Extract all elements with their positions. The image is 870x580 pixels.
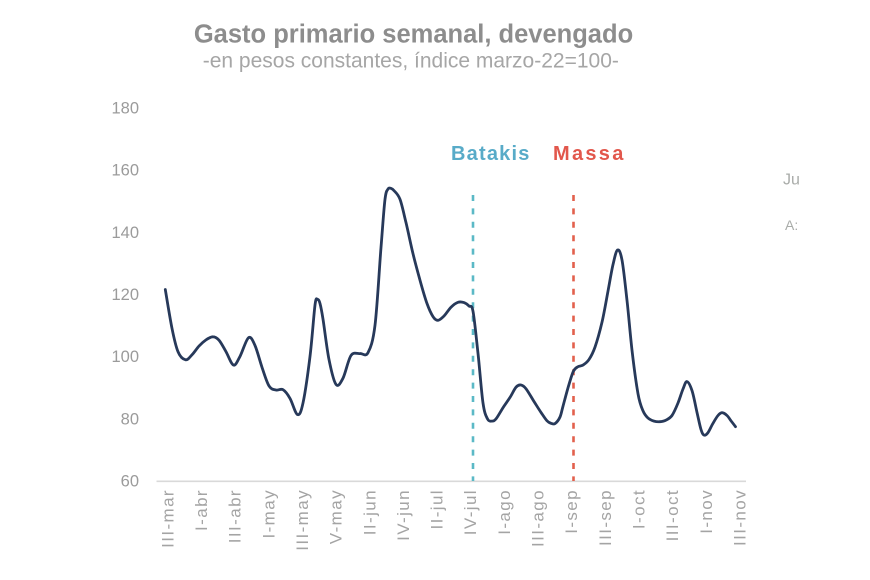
svg-text:I-sep: I-sep — [562, 489, 581, 534]
svg-text:III-may: III-may — [293, 489, 312, 551]
svg-text:Ju: Ju — [783, 171, 800, 188]
svg-text:IV-jul: IV-jul — [461, 489, 480, 535]
svg-text:III-oct: III-oct — [663, 489, 682, 541]
svg-text:I-abr: I-abr — [192, 489, 211, 531]
svg-text:III-mar: III-mar — [158, 489, 177, 548]
svg-text:II-jul: II-jul — [428, 489, 447, 530]
svg-text:III-sep: III-sep — [596, 489, 615, 546]
svg-text:IV-jun: IV-jun — [394, 489, 413, 541]
svg-text:II-jun: II-jun — [360, 489, 379, 535]
svg-text:A:: A: — [785, 217, 798, 233]
svg-text:III-ago: III-ago — [529, 489, 548, 547]
svg-text:Massa: Massa — [553, 143, 626, 165]
svg-text:I-ago: I-ago — [495, 489, 514, 535]
svg-text:I-oct: I-oct — [630, 489, 649, 529]
svg-text:-en pesos constantes, índice m: -en pesos constantes, índice marzo-22=10… — [203, 50, 619, 73]
svg-text:III-abr: III-abr — [226, 489, 245, 543]
svg-text:I-nov: I-nov — [697, 489, 716, 534]
svg-text:III-nov: III-nov — [731, 489, 750, 546]
svg-text:180: 180 — [111, 99, 139, 117]
svg-text:140: 140 — [111, 224, 139, 242]
svg-text:Gasto primario semanal, deveng: Gasto primario semanal, devengado — [194, 21, 633, 49]
svg-text:100: 100 — [111, 348, 139, 366]
svg-text:Batakis: Batakis — [451, 143, 531, 165]
svg-text:80: 80 — [121, 410, 139, 428]
svg-text:160: 160 — [111, 162, 139, 180]
svg-text:120: 120 — [111, 286, 139, 304]
svg-text:V-may: V-may — [327, 489, 346, 544]
svg-text:I-may: I-may — [259, 489, 278, 539]
svg-text:60: 60 — [121, 473, 139, 491]
